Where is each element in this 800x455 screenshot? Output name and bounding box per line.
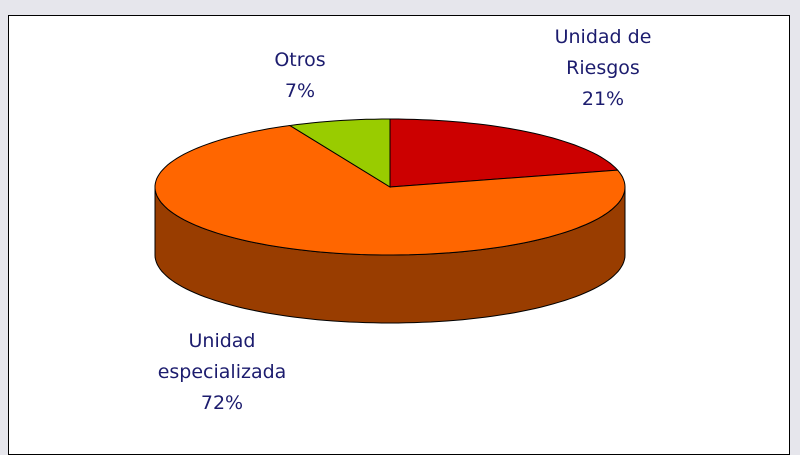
value-label: 7%: [284, 80, 316, 102]
slice-label: Unidad de Riesgos 21%: [538, 22, 668, 115]
category-label: Unidad especializada: [157, 330, 287, 383]
pie-slice: [288, 118, 391, 188]
slice-label: Otros 7%: [240, 45, 360, 107]
category-label: Unidad de Riesgos: [554, 26, 652, 79]
slice-label: Unidad especializada 72%: [142, 326, 302, 419]
pie-slice: [389, 118, 619, 188]
value-label: 21%: [581, 88, 625, 110]
pie-slice: [154, 124, 626, 256]
value-label: 72%: [200, 392, 244, 414]
category-label: Otros: [274, 49, 326, 71]
